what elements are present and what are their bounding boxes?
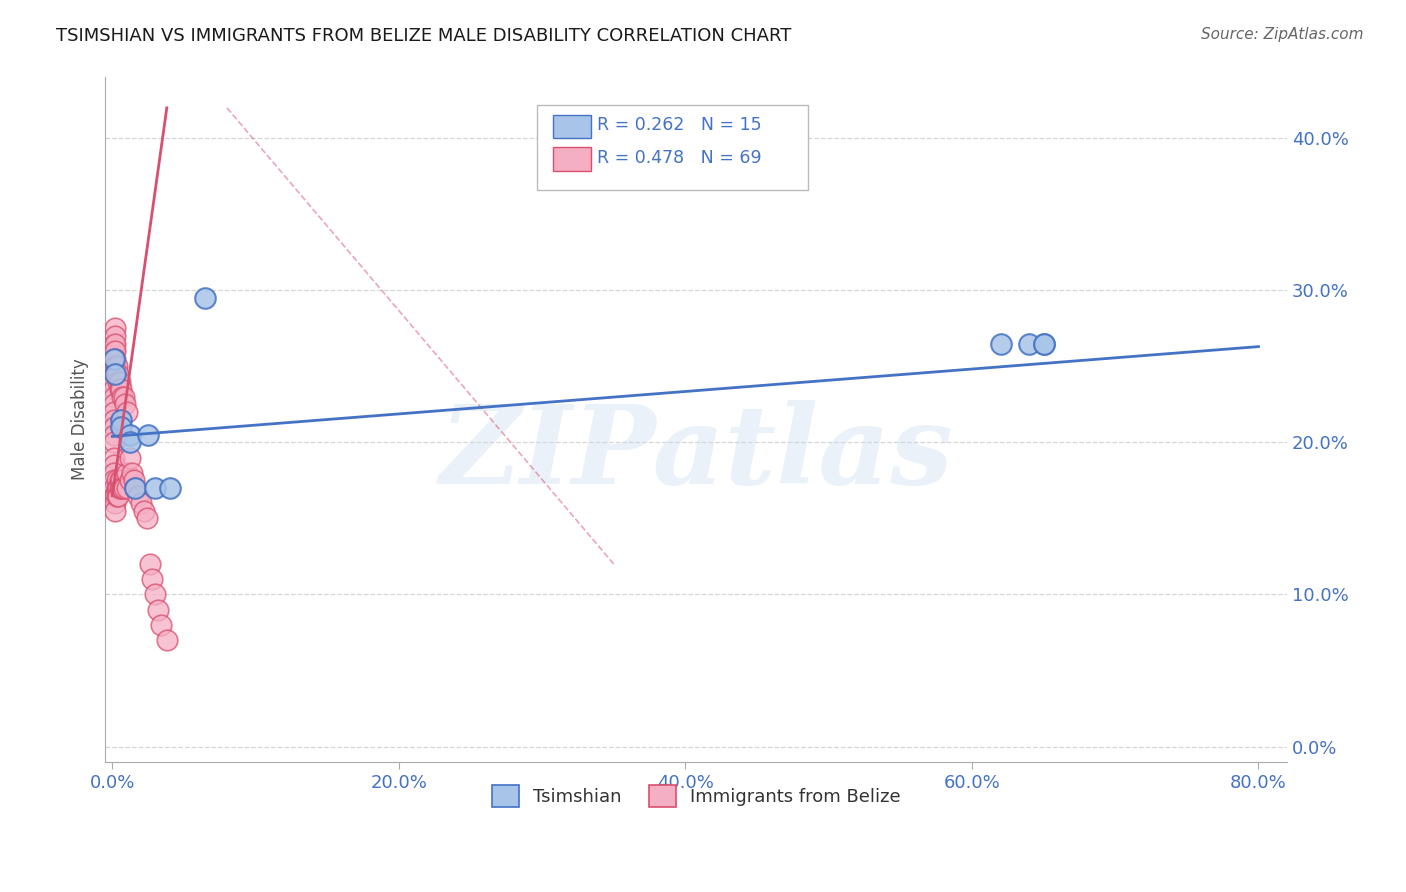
FancyBboxPatch shape	[537, 105, 808, 190]
Point	[103, 458, 125, 473]
Point	[150, 618, 173, 632]
Y-axis label: Male Disability: Male Disability	[72, 359, 89, 481]
Point	[107, 481, 129, 495]
Point	[103, 359, 125, 374]
Point	[107, 375, 129, 389]
Point	[124, 481, 146, 495]
Point	[103, 435, 125, 450]
Point	[103, 397, 125, 411]
Point	[156, 633, 179, 648]
Point	[105, 489, 128, 503]
Point	[103, 390, 125, 404]
Point	[143, 587, 166, 601]
Point	[141, 572, 163, 586]
Point	[103, 336, 125, 351]
Point	[132, 504, 155, 518]
Point	[108, 474, 131, 488]
Point	[108, 375, 131, 389]
Point	[107, 367, 129, 381]
Point	[110, 474, 132, 488]
Text: TSIMSHIAN VS IMMIGRANTS FROM BELIZE MALE DISABILITY CORRELATION CHART: TSIMSHIAN VS IMMIGRANTS FROM BELIZE MALE…	[56, 27, 792, 45]
Point	[103, 351, 125, 366]
Point	[104, 504, 127, 518]
Point	[118, 435, 141, 450]
Point	[103, 466, 125, 480]
Point	[103, 375, 125, 389]
Point	[121, 466, 143, 480]
Point	[111, 390, 134, 404]
Point	[103, 412, 125, 426]
Point	[111, 481, 134, 495]
Point	[1032, 336, 1054, 351]
Point	[103, 420, 125, 434]
Point	[107, 489, 129, 503]
Point	[1018, 336, 1040, 351]
Point	[118, 450, 141, 465]
Point	[104, 321, 127, 335]
Point	[114, 397, 136, 411]
Point	[143, 481, 166, 495]
Point	[129, 496, 152, 510]
FancyBboxPatch shape	[553, 115, 591, 138]
Point	[103, 450, 125, 465]
Legend: Tsimshian, Immigrants from Belize: Tsimshian, Immigrants from Belize	[484, 778, 908, 814]
Point	[104, 489, 127, 503]
Text: Source: ZipAtlas.com: Source: ZipAtlas.com	[1201, 27, 1364, 42]
Point	[103, 427, 125, 442]
Point	[108, 382, 131, 396]
Point	[110, 382, 132, 396]
Point	[110, 481, 132, 495]
Point	[118, 474, 141, 488]
Point	[138, 557, 160, 571]
Point	[1032, 336, 1054, 351]
Point	[194, 291, 217, 305]
Point	[115, 481, 138, 495]
Point	[104, 329, 127, 343]
Text: R = 0.262   N = 15: R = 0.262 N = 15	[598, 116, 762, 135]
Point	[118, 427, 141, 442]
Point	[103, 344, 125, 359]
Point	[104, 496, 127, 510]
Text: R = 0.478   N = 69: R = 0.478 N = 69	[598, 149, 762, 167]
Point	[159, 481, 181, 495]
Point	[103, 474, 125, 488]
Point	[104, 336, 127, 351]
Point	[112, 481, 135, 495]
Point	[108, 481, 131, 495]
Point	[104, 344, 127, 359]
Point	[104, 367, 127, 381]
Point	[135, 511, 157, 525]
Point	[105, 359, 128, 374]
Point	[110, 412, 132, 426]
Point	[103, 367, 125, 381]
Point	[105, 481, 128, 495]
Point	[115, 466, 138, 480]
Point	[103, 405, 125, 419]
Point	[103, 351, 125, 366]
Point	[127, 489, 149, 503]
FancyBboxPatch shape	[553, 147, 591, 170]
Text: ZIPatlas: ZIPatlas	[439, 401, 953, 508]
Point	[115, 405, 138, 419]
Point	[104, 359, 127, 374]
Point	[148, 603, 170, 617]
Point	[105, 474, 128, 488]
Point	[122, 474, 145, 488]
Point	[103, 481, 125, 495]
Point	[104, 367, 127, 381]
Point	[112, 390, 135, 404]
Point	[103, 489, 125, 503]
Point	[104, 351, 127, 366]
Point	[990, 336, 1012, 351]
Point	[124, 481, 146, 495]
Point	[103, 382, 125, 396]
Point	[136, 427, 159, 442]
Point	[110, 420, 132, 434]
Point	[105, 367, 128, 381]
